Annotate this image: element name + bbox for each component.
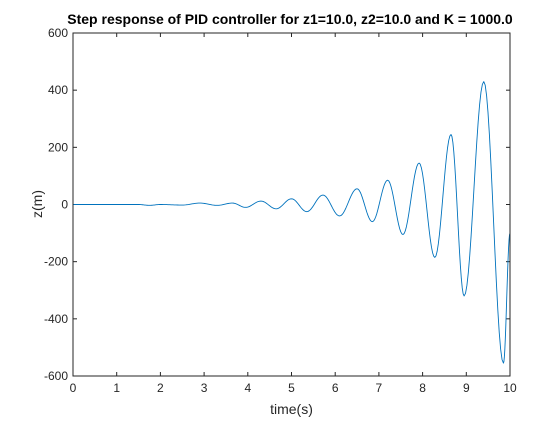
y-tick-label: 0 [61, 198, 68, 212]
y-tick-label: 600 [48, 26, 68, 40]
x-tick-label: 3 [201, 381, 208, 395]
y-tick-label: -400 [44, 312, 68, 326]
x-tick-label: 8 [419, 381, 426, 395]
x-axis-label: time(s) [270, 401, 313, 417]
x-tick-label: 6 [332, 381, 339, 395]
y-tick-label: -600 [44, 369, 68, 383]
y-axis-label: z(m) [29, 190, 45, 218]
x-tick-label: 0 [70, 381, 77, 395]
x-tick-label: 1 [113, 381, 120, 395]
x-tick-label: 4 [244, 381, 251, 395]
chart-title: Step response of PID controller for z1=1… [67, 11, 513, 27]
x-tick-label: 9 [463, 381, 470, 395]
x-tick-label: 10 [503, 381, 517, 395]
y-tick-label: -200 [44, 255, 68, 269]
x-tick-label: 5 [288, 381, 295, 395]
x-tick-label: 2 [157, 381, 164, 395]
y-tick-label: 400 [48, 83, 68, 97]
y-tick-label: 200 [48, 140, 68, 154]
x-tick-label: 7 [376, 381, 383, 395]
